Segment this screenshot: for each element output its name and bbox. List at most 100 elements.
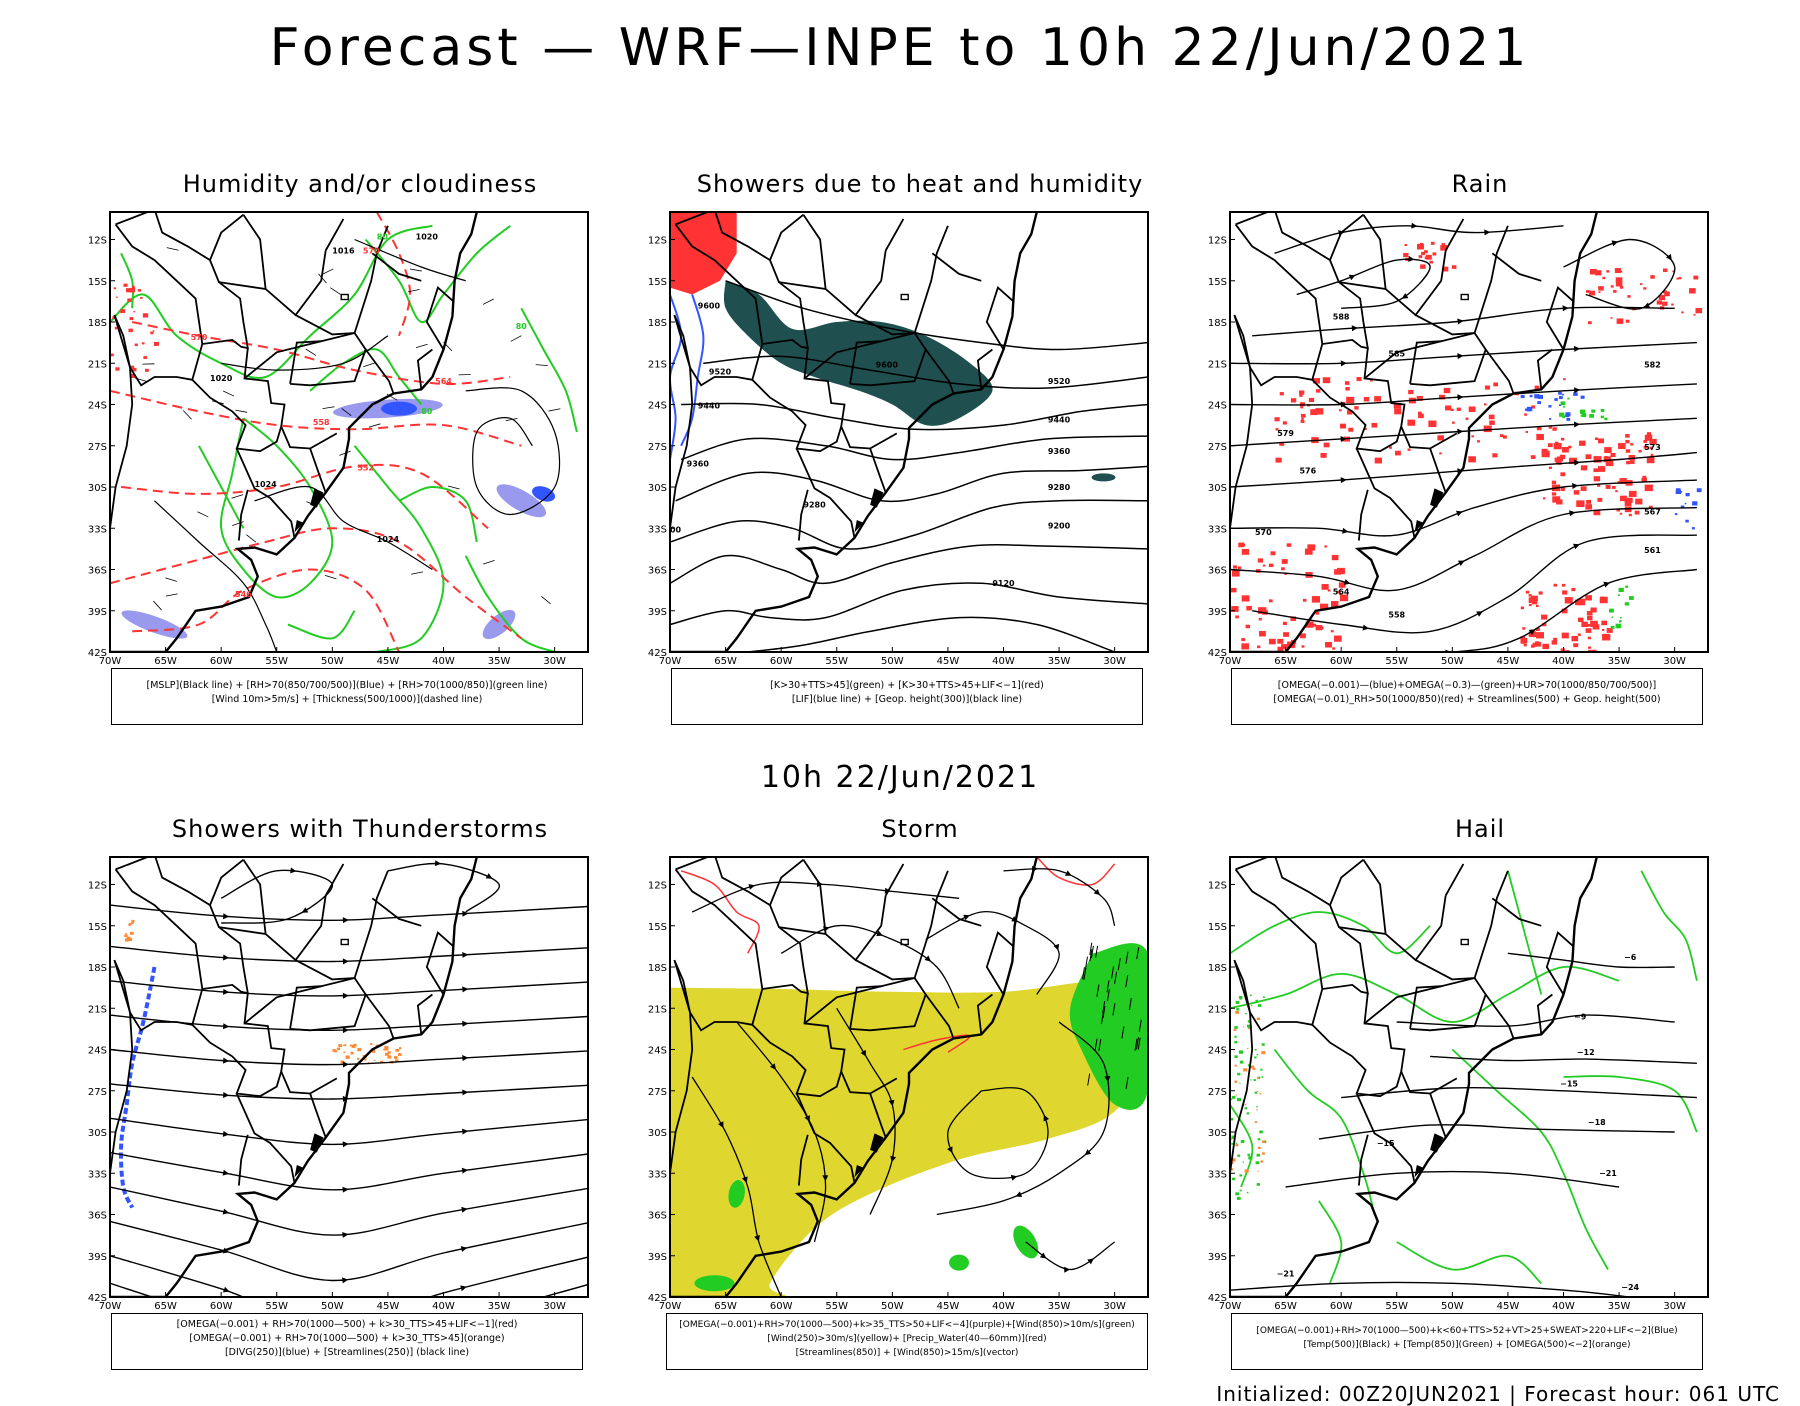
contour-label: −12: [1577, 1048, 1595, 1057]
temp-850-green-detail: [1236, 1143, 1238, 1144]
rain-red-patch: [1581, 486, 1587, 491]
lon-label: 30W: [1103, 656, 1126, 667]
lat-label: 12S: [648, 236, 667, 247]
rain-red-patch: [1271, 551, 1276, 555]
streamline-500: [1564, 240, 1675, 310]
streamline-arrow: [1408, 256, 1415, 263]
lat-label: 36S: [88, 1211, 107, 1222]
temp-850-green-detail: [1250, 995, 1252, 996]
wind-vector: [306, 349, 316, 355]
political-border: [243, 215, 265, 289]
rain-red-patch: [1325, 642, 1332, 648]
rain-red-patch: [1418, 247, 1422, 250]
rain-red-patch: [1301, 418, 1304, 420]
lat-label: 24S: [1208, 1046, 1227, 1057]
omega-orange-patch: [1262, 1141, 1265, 1143]
temp-850-green-detail: [1237, 1073, 1240, 1076]
rain-red-patch: [1324, 545, 1327, 547]
political-border: [114, 854, 247, 1030]
thunder-orange-patch: [338, 1044, 342, 1047]
rain-red-patch: [1536, 605, 1539, 607]
rain-red-patch: [1526, 431, 1528, 433]
rain-red-patch: [1493, 383, 1498, 387]
omega-orange-patch: [1234, 1029, 1237, 1031]
wind-vector: [369, 424, 381, 427]
omega-orange-patch: [1243, 1068, 1247, 1071]
rain-blue-patch: [1697, 488, 1702, 492]
rain-red-patch: [1303, 599, 1307, 602]
rain-red-patch: [1542, 644, 1549, 649]
rain-blue-patch: [1558, 392, 1562, 395]
thunder-orange-patch: [128, 938, 132, 941]
map-layers: [80, 854, 588, 1367]
lat-label: 24S: [88, 401, 107, 412]
rh-blue-area: [119, 605, 190, 644]
rain-red-patch: [1536, 434, 1544, 440]
streamline-arrow: [223, 1131, 230, 1138]
thickness-label-cluster: [153, 330, 155, 331]
omega-orange-patch: [1261, 1051, 1265, 1054]
wind-vector: [165, 578, 176, 582]
rain-green-patch: [1563, 406, 1565, 408]
political-border: [1416, 960, 1475, 979]
rain-red-patch: [1241, 643, 1249, 649]
political-border: [803, 860, 825, 934]
contour-label: 80: [421, 407, 433, 416]
rain-red-patch: [1242, 549, 1249, 555]
lon-label: 70W: [1219, 1301, 1242, 1312]
rain-red-patch: [1552, 492, 1556, 495]
temp-850-green-detail: [1257, 1183, 1260, 1186]
lat-label: 15S: [1208, 922, 1227, 933]
rain-red-patch: [1469, 406, 1476, 411]
lon-label: 60W: [210, 1301, 233, 1312]
lat-label: 33S: [1208, 1169, 1227, 1180]
rain-red-patch: [1650, 275, 1654, 279]
lat-label: 36S: [648, 566, 667, 577]
rain-red-patch: [1561, 438, 1564, 441]
legend-line: [Wind 10m>5m/s] + [Thickness(500/1000)](…: [118, 693, 576, 707]
temp-850-green-detail: [1241, 1140, 1245, 1143]
rain-red-patch: [1533, 643, 1538, 647]
rain-red-patch: [1431, 242, 1435, 245]
streamline-arrow: [1457, 318, 1464, 325]
lat-label: 21S: [648, 1004, 667, 1015]
rain-red-patch: [1283, 632, 1289, 637]
political-border: [1446, 864, 1464, 896]
rain-red-patch: [1345, 381, 1350, 385]
map-layers: −6−9−12−15−18−21−24−15−21: [1200, 854, 1697, 1297]
rain-red-patch: [1600, 597, 1604, 600]
thickness-label-cluster: [130, 288, 135, 292]
rain-red-patch: [1371, 423, 1377, 428]
lon-label: 45W: [377, 656, 400, 667]
rain-blue-patch: [1548, 405, 1551, 407]
temp-850-green-detail: [1257, 1054, 1259, 1055]
rain-red-patch: [1420, 243, 1423, 246]
political-border: [932, 253, 981, 280]
map-hail: −6−9−12−15−18−21−24−15−2112S15S18S21S24S…: [1200, 853, 1760, 1393]
lon-label: 60W: [1330, 656, 1353, 667]
rain-red-patch: [1560, 472, 1565, 476]
temp-850-green-detail: [1262, 1076, 1264, 1078]
rain-red-patch: [1606, 485, 1611, 489]
rain-red-patch: [1354, 406, 1358, 409]
rain-red-patch: [1426, 255, 1429, 257]
contour-label: −9: [1574, 1012, 1587, 1021]
lat-label: 36S: [1208, 566, 1227, 577]
coastline: [80, 857, 477, 1297]
wind-vector: [330, 288, 340, 295]
rain-red-patch: [1321, 453, 1327, 458]
thickness-dashed-contour: [121, 465, 488, 528]
temp-850-green-detail: [1237, 1197, 1241, 1200]
streamline-arrow: [462, 986, 468, 992]
rain-blue-patch: [1676, 490, 1681, 494]
contour-label: −21: [1599, 1169, 1617, 1178]
streamline-arrow: [1411, 223, 1417, 229]
rain-red-patch: [1645, 435, 1652, 441]
rain-red-patch: [1345, 387, 1349, 390]
lon-label: 45W: [937, 1301, 960, 1312]
lat-label: 24S: [1208, 401, 1227, 412]
k-tts-green-area: [1092, 473, 1116, 481]
political-border: [1492, 253, 1541, 280]
streamline-arrow: [290, 867, 297, 874]
